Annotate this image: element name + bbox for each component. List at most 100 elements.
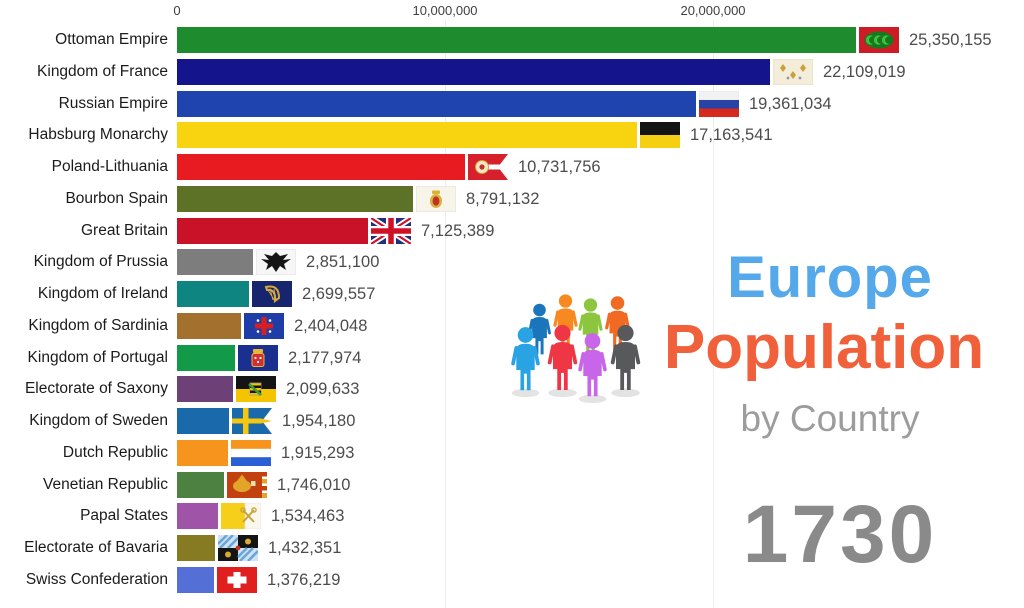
x-axis-tick-20m: 20,000,000 bbox=[680, 3, 746, 18]
population-bar bbox=[177, 90, 696, 117]
bar-row: Kingdom of Prussia 2,851,100 bbox=[0, 249, 1024, 276]
dutch-republic-flag-icon bbox=[231, 439, 271, 466]
title-population: Population bbox=[663, 313, 985, 382]
country-label: Electorate of Saxony bbox=[24, 380, 168, 398]
bar-row: Kingdom of Portugal 2,177,974 bbox=[0, 344, 1024, 371]
population-value: 2,851,100 bbox=[306, 253, 380, 272]
population-bar bbox=[177, 249, 253, 276]
population-bar bbox=[177, 408, 229, 434]
bar-row: Dutch Republic 1,915,293 bbox=[0, 439, 1024, 466]
country-label: Venetian Republic bbox=[43, 475, 168, 493]
population-value: 10,731,756 bbox=[518, 158, 601, 176]
sardinia-flag-icon bbox=[244, 312, 284, 339]
bar-row: Great Britain 7,125,389 bbox=[0, 217, 1024, 244]
venice-flag-icon bbox=[227, 471, 267, 498]
royal-france-flag-icon bbox=[773, 58, 813, 85]
bar-row: Venetian Republic 1,746,010 bbox=[0, 471, 1024, 498]
country-label: Papal States bbox=[80, 507, 168, 525]
population-value: 22,109,019 bbox=[823, 62, 906, 81]
bavaria-flag-icon bbox=[218, 535, 258, 561]
population-value: 1,954,180 bbox=[282, 412, 356, 430]
bar-row: Kingdom of Sweden 1,954,180 bbox=[0, 408, 1024, 434]
population-bar bbox=[177, 503, 218, 530]
year-counter: 1730 bbox=[742, 489, 938, 580]
bar-row: Ottoman Empire 25,350,155 bbox=[0, 27, 1024, 53]
title-europe: Europe bbox=[727, 245, 933, 310]
gridline-10m bbox=[445, 20, 446, 608]
population-value: 1,376,219 bbox=[267, 570, 341, 589]
population-value: 1,746,010 bbox=[277, 475, 351, 494]
bar-row: Habsburg Monarchy 17,163,541 bbox=[0, 122, 1024, 149]
population-value: 19,361,034 bbox=[749, 94, 832, 113]
population-bar bbox=[177, 312, 241, 339]
bar-row: Bourbon Spain 8,791,132 bbox=[0, 185, 1024, 212]
bar-row: Electorate of Saxony 2,099,633 bbox=[0, 376, 1024, 403]
population-bar bbox=[177, 122, 637, 149]
bar-row: Papal States 1,534,463 bbox=[0, 503, 1024, 530]
country-label: Kingdom of Sardinia bbox=[28, 316, 168, 334]
population-value: 17,163,541 bbox=[690, 126, 773, 145]
population-value: 2,404,048 bbox=[294, 316, 368, 335]
swiss-flag-icon bbox=[217, 566, 257, 593]
population-bar bbox=[177, 566, 214, 593]
country-label: Poland-Lithuania bbox=[51, 158, 168, 175]
population-bar bbox=[177, 185, 413, 212]
country-label: Kingdom of Ireland bbox=[37, 285, 168, 302]
bar-row: Electorate of Bavaria 1,432,351 bbox=[0, 535, 1024, 561]
population-bar bbox=[177, 217, 368, 244]
country-label: Great Britain bbox=[80, 221, 168, 239]
population-value: 1,915,293 bbox=[281, 443, 355, 462]
habsburg-flag-icon bbox=[640, 122, 680, 149]
x-axis-tick-10m: 10,000,000 bbox=[412, 3, 478, 18]
bar-row: Poland-Lithuania 10,731,756 bbox=[0, 154, 1024, 180]
russia-flag-icon bbox=[699, 90, 739, 117]
country-label: Kingdom of France bbox=[37, 62, 168, 80]
country-label: Kingdom of Prussia bbox=[33, 253, 168, 271]
country-label: Kingdom of Portugal bbox=[27, 348, 168, 366]
ottoman-flag-icon bbox=[859, 27, 899, 53]
country-label: Bourbon Spain bbox=[65, 189, 168, 207]
x-axis-tick-0: 0 bbox=[173, 3, 181, 18]
bar-row: Swiss Confederation 1,376,219 bbox=[0, 566, 1024, 593]
bourbon-spain-flag-icon bbox=[416, 185, 456, 212]
population-value: 2,177,974 bbox=[288, 348, 362, 367]
ireland-flag-icon bbox=[252, 281, 292, 307]
population-bar bbox=[177, 471, 224, 498]
population-value: 1,534,463 bbox=[271, 507, 345, 526]
poland-lithuania-flag-icon bbox=[468, 154, 508, 180]
population-bar bbox=[177, 58, 770, 85]
people-group-icon bbox=[511, 294, 641, 404]
population-value: 2,699,557 bbox=[302, 285, 376, 303]
population-bar bbox=[177, 344, 235, 371]
portugal-flag-icon bbox=[238, 344, 278, 371]
population-bar bbox=[177, 535, 215, 561]
country-label: Ottoman Empire bbox=[55, 31, 168, 48]
country-label: Kingdom of Sweden bbox=[29, 412, 168, 429]
papal-states-flag-icon bbox=[221, 503, 261, 530]
country-label: Habsburg Monarchy bbox=[28, 126, 168, 144]
saxony-flag-icon bbox=[236, 376, 276, 403]
country-label: Swiss Confederation bbox=[25, 570, 168, 588]
population-bar bbox=[177, 439, 228, 466]
population-bar bbox=[177, 154, 465, 180]
country-label: Russian Empire bbox=[58, 94, 168, 112]
country-label: Dutch Republic bbox=[62, 443, 168, 461]
population-value: 2,099,633 bbox=[286, 380, 360, 399]
population-value: 7,125,389 bbox=[421, 221, 495, 240]
population-bar bbox=[177, 376, 233, 403]
sweden-flag-icon bbox=[232, 408, 272, 434]
population-value: 25,350,155 bbox=[909, 31, 992, 49]
bar-row: Kingdom of Sardinia 2,404,048 bbox=[0, 312, 1024, 339]
bar-row: Kingdom of Ireland 2,699,557 bbox=[0, 281, 1024, 307]
gridline-20m bbox=[713, 20, 714, 608]
bar-row: Russian Empire 19,361,034 bbox=[0, 90, 1024, 117]
population-bar bbox=[177, 27, 856, 53]
population-value: 8,791,132 bbox=[466, 189, 540, 208]
great-britain-flag-icon bbox=[371, 217, 411, 244]
subtitle-by-country: by Country bbox=[740, 398, 920, 439]
country-label: Electorate of Bavaria bbox=[24, 539, 168, 556]
bar-row: Kingdom of France 22,109,019 bbox=[0, 58, 1024, 85]
population-bar bbox=[177, 281, 249, 307]
prussia-flag-icon bbox=[256, 249, 296, 276]
